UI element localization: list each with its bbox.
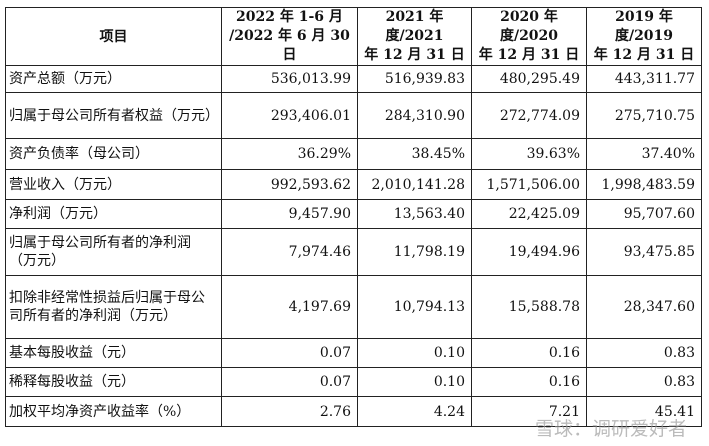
row-value: 28,347.60 <box>586 275 702 339</box>
row-value: 272,774.09 <box>471 92 587 139</box>
table-row: 基本每股收益（元） 0.07 0.10 0.16 0.83 <box>5 338 702 368</box>
row-value: 7,974.46 <box>221 228 358 276</box>
financial-table: 项目 2022 年 1-6 月 /2022 年 6 月 30 日 2021 年度… <box>5 7 702 427</box>
row-value: 36.29% <box>221 138 358 170</box>
row-value: 15,588.78 <box>471 275 587 339</box>
row-value: 45.41 <box>586 396 702 427</box>
row-label: 资产负债率（母公司） <box>5 138 222 170</box>
row-value: 992,593.62 <box>221 169 358 200</box>
table-row: 加权平均净资产收益率（%） 2.76 4.24 7.21 45.41 <box>5 396 702 427</box>
row-label: 归属于母公司所有者权益（万元） <box>5 92 222 139</box>
table-row: 资产总额（万元） 536,013.99 516,939.83 480,295.49 44… <box>5 65 702 93</box>
row-value: 480,295.49 <box>471 65 587 93</box>
row-value: 9,457.90 <box>221 199 358 229</box>
row-value: 443,311.77 <box>586 65 702 93</box>
header-item: 项目 <box>5 7 222 66</box>
row-value: 2.76 <box>221 396 358 427</box>
table-row: 营业收入（万元） 992,593.62 2,010,141.28 1,571,506.… <box>5 169 702 200</box>
row-value: 2,010,141.28 <box>357 169 472 200</box>
row-value: 1,571,506.00 <box>471 169 587 200</box>
header-2021: 2021 年度/2021 年 12 月 31 日 <box>357 7 472 66</box>
row-value: 93,475.85 <box>586 228 702 276</box>
row-label: 基本每股收益（元） <box>5 338 222 368</box>
row-value: 0.07 <box>221 367 358 397</box>
row-label: 归属于母公司所有者的净利润（万元） <box>5 228 222 276</box>
row-value: 0.83 <box>586 338 702 368</box>
table-row: 稀释每股收益（元） 0.07 0.10 0.16 0.83 <box>5 367 702 397</box>
table-row: 净利润（万元） 9,457.90 13,563.40 22,425.09 95,707.… <box>5 199 702 229</box>
table-row: 归属于母公司所有者的净利润（万元） 7,974.46 11,798.19 19,494… <box>5 228 702 276</box>
row-value: 95,707.60 <box>586 199 702 229</box>
row-label: 营业收入（万元） <box>5 169 222 200</box>
row-value: 0.16 <box>471 338 587 368</box>
row-value: 19,494.96 <box>471 228 587 276</box>
row-label: 资产总额（万元） <box>5 65 222 93</box>
row-value: 284,310.90 <box>357 92 472 139</box>
row-value: 1,998,483.59 <box>586 169 702 200</box>
row-value: 275,710.75 <box>586 92 702 139</box>
table-row: 归属于母公司所有者权益（万元） 293,406.01 284,310.90 272,7… <box>5 92 702 139</box>
row-value: 0.16 <box>471 367 587 397</box>
row-label: 加权平均净资产收益率（%） <box>5 396 222 427</box>
row-value: 38.45% <box>357 138 472 170</box>
row-value: 39.63% <box>471 138 587 170</box>
row-value: 13,563.40 <box>357 199 472 229</box>
table-row: 扣除非经常性损益后归属于母公司所有者的净利润（万元） 4,197.69 10,794… <box>5 275 702 339</box>
row-value: 0.10 <box>357 338 472 368</box>
row-value: 22,425.09 <box>471 199 587 229</box>
row-value: 7.21 <box>471 396 587 427</box>
header-2019: 2019 年度/2019 年 12 月 31 日 <box>586 7 702 66</box>
row-label: 稀释每股收益（元） <box>5 367 222 397</box>
header-row: 项目 2022 年 1-6 月 /2022 年 6 月 30 日 2021 年度… <box>5 7 702 66</box>
row-value: 536,013.99 <box>221 65 358 93</box>
header-2022h1: 2022 年 1-6 月 /2022 年 6 月 30 日 <box>221 7 358 66</box>
row-value: 4,197.69 <box>221 275 358 339</box>
row-label: 净利润（万元） <box>5 199 222 229</box>
row-value: 0.07 <box>221 338 358 368</box>
row-value: 516,939.83 <box>357 65 472 93</box>
row-value: 10,794.13 <box>357 275 472 339</box>
row-value: 0.83 <box>586 367 702 397</box>
row-value: 37.40% <box>586 138 702 170</box>
row-label: 扣除非经常性损益后归属于母公司所有者的净利润（万元） <box>5 275 222 339</box>
row-value: 0.10 <box>357 367 472 397</box>
row-value: 4.24 <box>357 396 472 427</box>
header-2020: 2020 年度/2020 年 12 月 31 日 <box>471 7 587 66</box>
row-value: 293,406.01 <box>221 92 358 139</box>
table-row: 资产负债率（母公司） 36.29% 38.45% 39.63% 37.40% <box>5 138 702 170</box>
row-value: 11,798.19 <box>357 228 472 276</box>
